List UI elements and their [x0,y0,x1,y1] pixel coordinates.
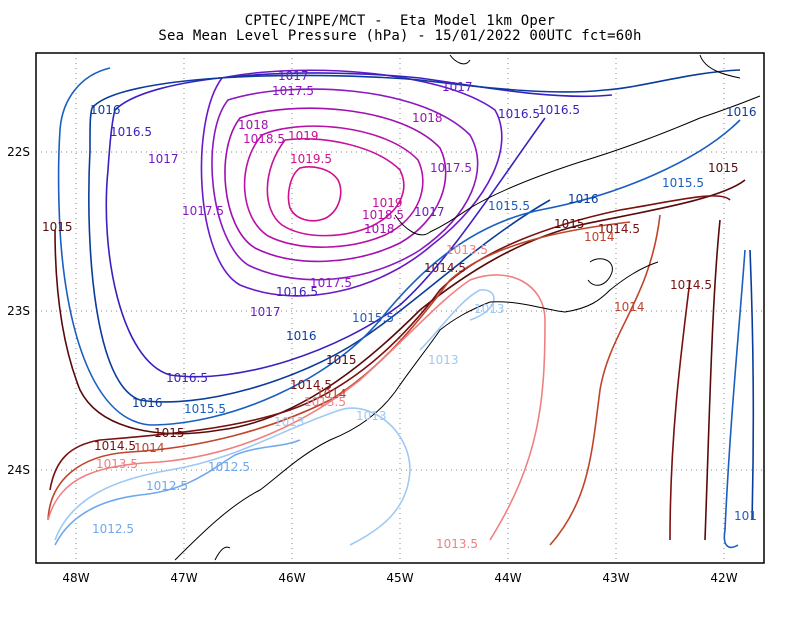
contour-label: 1015.5 [352,311,394,325]
contour-label: 1012.5 [208,460,250,474]
contour-label: 1016 [286,329,317,343]
contour-label: 1015 [42,220,73,234]
map-frame [35,52,765,564]
contour-label: 1015 [154,426,185,440]
contour-label: 1013 [428,353,459,367]
contour-label: 1017.5 [272,84,314,98]
isobar-1014-5 [49,195,731,541]
contour-label: 1013.5 [436,537,478,551]
x-tick-label: 42W [710,571,737,585]
contour-label: 1014 [584,230,615,244]
contour-label: 1016.5 [276,285,318,299]
contour-label: 1019 [288,129,319,143]
contour-label: 1014 [316,387,347,401]
coastline [174,54,761,561]
contour-label: 1019 [372,196,403,210]
contour-label: 1012.5 [92,522,134,536]
contour-label: 1018 [412,111,443,125]
y-tick-label: 24S [7,463,30,477]
y-tick-label: 22S [7,145,30,159]
x-tick-label: 43W [602,571,629,585]
y-tick-label: 23S [7,304,30,318]
contour-label: 1016.5 [166,371,208,385]
x-tick-label: 47W [170,571,197,585]
isobar-1018-5 [243,125,424,248]
contour-label: 1017 [442,80,473,94]
contour-label: 1017 [278,69,309,83]
contour-label: 1018.5 [243,132,285,146]
contour-label: 1015 [326,353,357,367]
contour-label: 1018 [364,222,395,236]
isobar-1017-5 [211,88,479,281]
x-tick-label: 45W [386,571,413,585]
contour-label: 1015.5 [488,199,530,213]
isobar-1019 [266,137,405,237]
x-tick-label: 48W [62,571,89,585]
contour-label: 1014 [134,441,165,455]
contour-label: 1015.5 [184,402,226,416]
contour-label: 1013 [274,415,305,429]
contour-label: 1017 [414,205,445,219]
contour-label: 1014.5 [290,378,332,392]
contour-label: 1019.5 [290,152,332,166]
isobar-1016-5 [105,72,613,378]
contour-label: 1013.5 [304,395,346,409]
contour-label: 1016.5 [538,103,580,117]
contour-label: 1014.5 [424,261,466,275]
map-subtitle: Sea Mean Level Pressure (hPa) - 15/01/20… [158,28,642,44]
contour-label: 1014 [614,300,645,314]
contour-label: 1015 [708,161,739,175]
x-axis-labels: 48W 47W 46W 45W 44W 43W 42W [62,571,737,585]
y-axis-labels: 22S 23S 24S [7,145,30,477]
contour-label: 1014.5 [598,222,640,236]
contour-label: 1016 [90,103,121,117]
contour-label: 1013 [474,302,505,316]
contour-label: 1014.5 [670,278,712,292]
isobar-1013-5 [47,274,546,541]
isobar-1016 [88,69,741,403]
isobar-1015 [54,179,746,541]
contour-label: 1012.5 [146,479,188,493]
isobar-east-1016 [749,249,755,521]
contour-label: 1017 [250,305,281,319]
x-tick-label: 46W [278,571,305,585]
isobars [47,67,755,549]
contour-label: 1017.5 [182,204,224,218]
contour-label: 1013.5 [96,457,138,471]
isobar-1018 [224,107,447,263]
contour-label: 1018.5 [362,208,404,222]
contour-label: 101 [734,509,757,523]
contour-label: 1015.5 [662,176,704,190]
isobar-1015-5 [57,67,741,426]
contour-label: 1016 [568,192,599,206]
isobar-1019-5 [287,166,342,222]
contour-label: 1016.5 [498,107,540,121]
isobar-east-1015-5 [723,249,746,549]
contour-label: 1017 [148,152,179,166]
contour-labels: 1017 1017.5 1017 1016 1016.5 1018 1018.5… [42,69,757,551]
contour-label: 1015 [554,217,585,231]
contour-label: 1016 [726,105,757,119]
contour-label: 1016.5 [110,125,152,139]
contour-label: 1014.5 [94,439,136,453]
contour-label: 1017.5 [310,276,352,290]
contour-label: 1017.5 [430,161,472,175]
contour-label: 1016 [132,396,163,410]
contour-label: 1013.5 [446,243,488,257]
isobar-1013 [54,289,495,546]
contour-label: 1013 [356,409,387,423]
isobar-1012-5 [54,439,301,546]
x-tick-label: 44W [494,571,521,585]
grid-lines [36,53,764,563]
map-title: CPTEC/INPE/MCT - Eta Model 1km Oper [244,13,556,29]
contour-label: 1018 [238,118,269,132]
isobar-1014 [47,214,661,546]
